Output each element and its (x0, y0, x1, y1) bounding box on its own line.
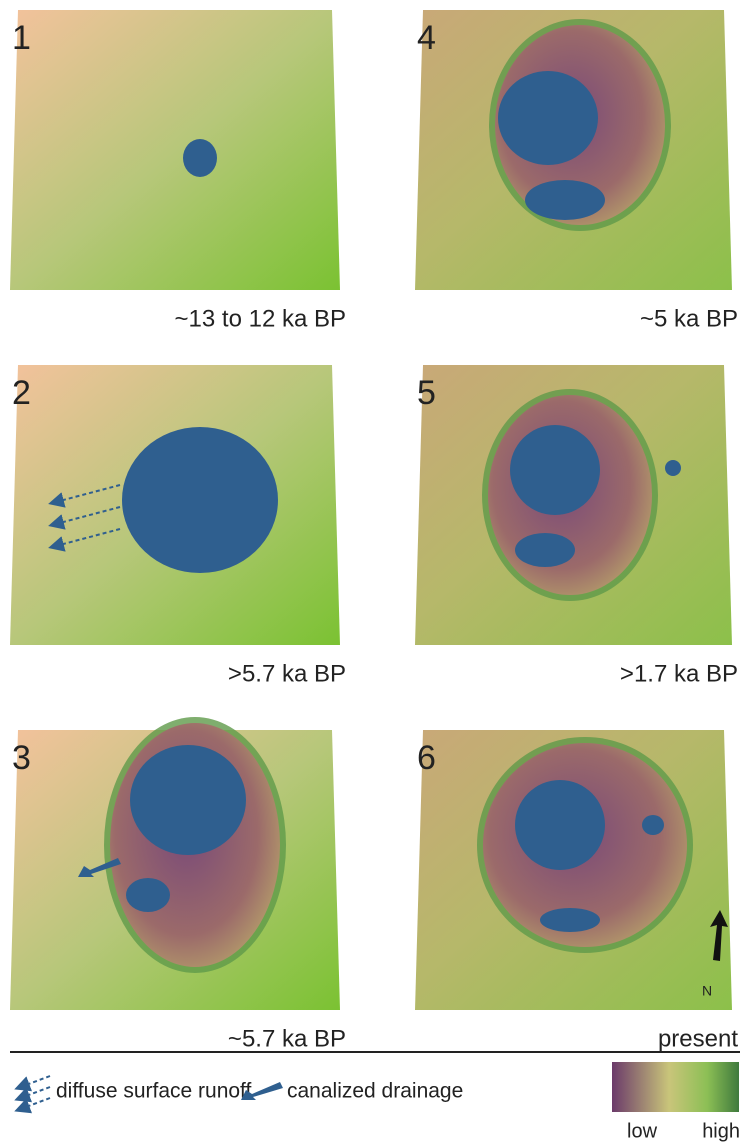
panel-caption: ~5.7 ka BP (228, 1025, 346, 1052)
panel: 3 ~5.7 ka BP (10, 717, 346, 1052)
runoff-icon (18, 1098, 50, 1110)
colorbar-label: low (627, 1120, 658, 1142)
panel: 2 >5.7 ka BP (10, 365, 346, 687)
lake (515, 780, 605, 870)
runoff-icon (18, 1087, 50, 1099)
panel: N 6 present (415, 730, 738, 1052)
lake (130, 745, 246, 855)
north-label: N (702, 983, 712, 999)
legend-text: diffuse surface runoff (56, 1080, 252, 1103)
lake (510, 425, 600, 515)
figure: diffuse surface runoff canalized drainag… (0, 0, 742, 1142)
panel-number: 1 (12, 19, 31, 57)
lake (183, 139, 217, 177)
runoff-icon (18, 1076, 50, 1088)
panel-number: 4 (417, 19, 436, 57)
panel-number: 5 (417, 374, 436, 412)
panel-caption: >5.7 ka BP (228, 660, 346, 687)
lake (525, 180, 605, 220)
panel-number: 3 (12, 739, 31, 777)
lake (126, 878, 170, 912)
legend: diffuse surface runoff canalized drainag… (18, 1062, 740, 1142)
colorbar-label: high (702, 1120, 740, 1142)
panel-number: 6 (417, 739, 436, 777)
lake (665, 460, 681, 476)
panel-caption: ~13 to 12 ka BP (175, 305, 346, 332)
lake (515, 533, 575, 567)
panel: 4 ~5 ka BP (415, 10, 738, 332)
lake (498, 71, 598, 165)
legend-text: canalized drainage (287, 1080, 463, 1103)
lake (540, 908, 600, 932)
lake (122, 427, 278, 573)
panel: 5 >1.7 ka BP (415, 365, 738, 687)
colorbar (612, 1062, 739, 1112)
panel: 1 ~13 to 12 ka BP (10, 10, 346, 332)
panel-caption: >1.7 ka BP (620, 660, 738, 687)
panel-caption: present (658, 1025, 738, 1052)
lake (642, 815, 664, 835)
terrain (10, 10, 340, 290)
panel-caption: ~5 ka BP (640, 305, 738, 332)
panel-number: 2 (12, 374, 31, 412)
